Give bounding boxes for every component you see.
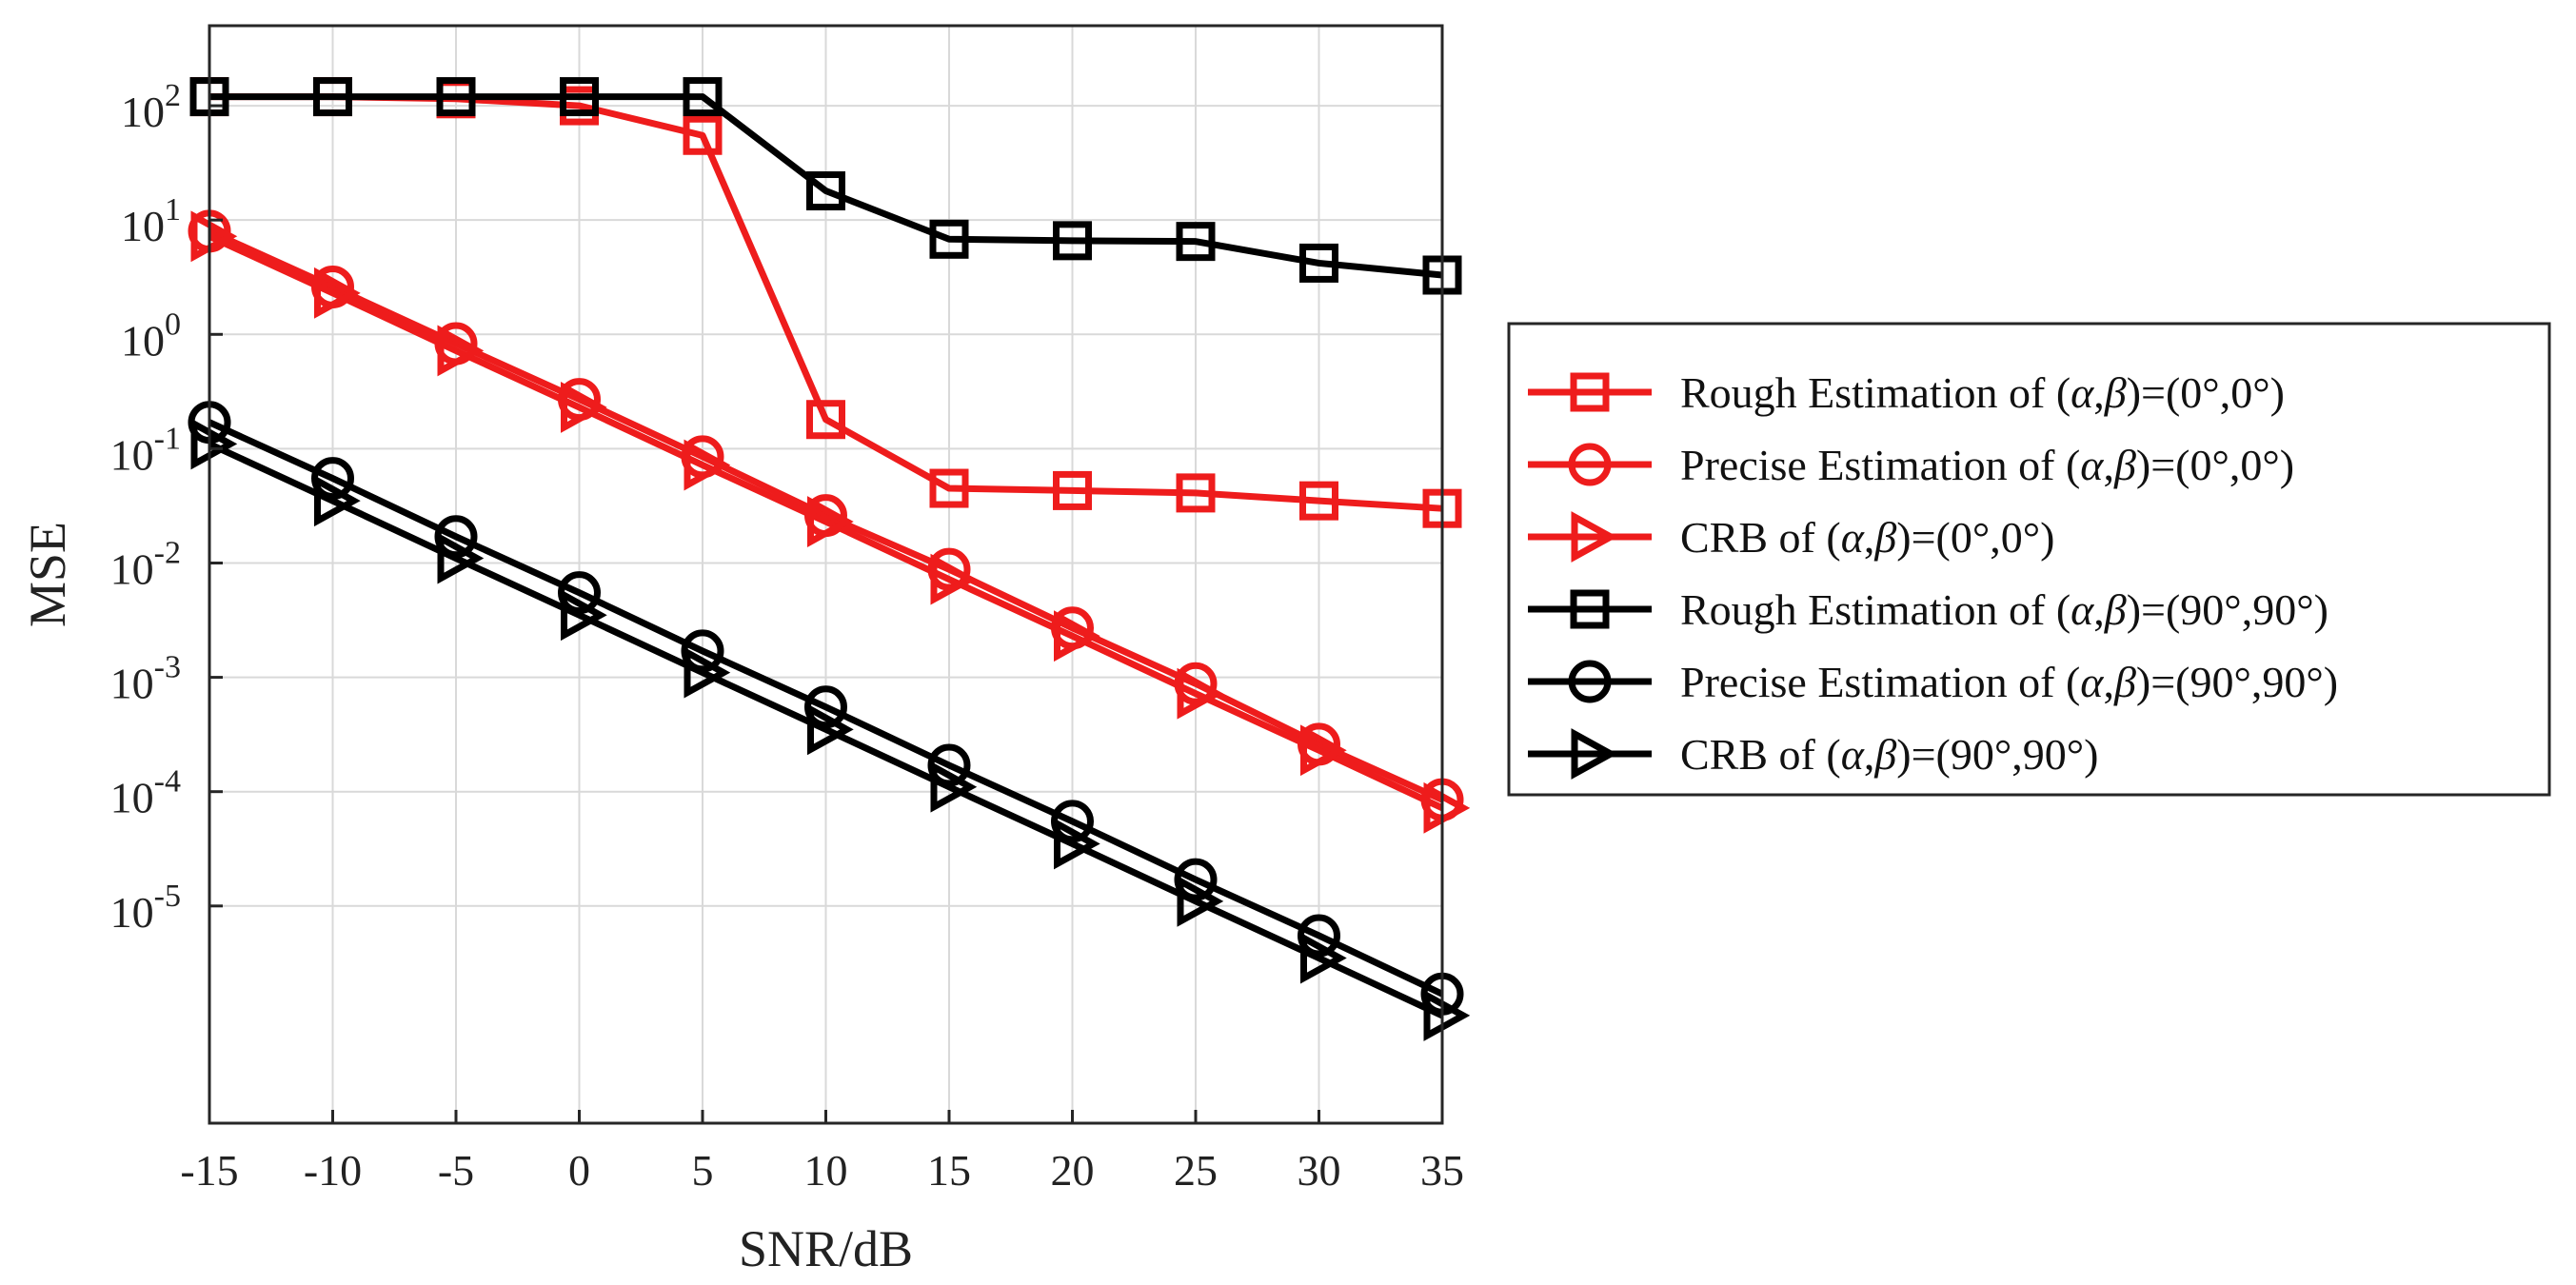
x-tick-label: 30: [1298, 1146, 1341, 1195]
data-point-marker: [1299, 243, 1338, 283]
data-point-marker: [1177, 875, 1224, 927]
legend-label: CRB of (α,β)=(0°,0°): [1680, 513, 2054, 562]
x-tick-label: -5: [438, 1146, 474, 1195]
data-point-marker: [929, 468, 969, 508]
legend: Rough Estimation of (α,β)=(0°,0°) Precise…: [1507, 322, 2551, 797]
series-3: [190, 210, 1471, 834]
data-point-marker: [1053, 221, 1092, 261]
legend-label: Rough Estimation of (α,β)=(90°,90°): [1680, 585, 2328, 634]
data-point-marker: [314, 475, 361, 527]
data-point-marker: [1423, 990, 1471, 1041]
data-point-marker: [806, 400, 845, 440]
series-line: [208, 419, 1444, 998]
series-line: [208, 227, 1444, 803]
data-point-marker: [1300, 932, 1347, 984]
x-tick-label: 10: [804, 1146, 848, 1195]
legend-item: CRB of (α,β)=(0°,0°): [1528, 511, 2054, 563]
data-point-marker: [1176, 473, 1216, 513]
legend-item: CRB of (α,β)=(90°,90°): [1528, 728, 2098, 780]
legend-item: Rough Estimation of (α,β)=(0°,0°): [1528, 368, 2285, 417]
data-point-marker: [560, 77, 599, 117]
x-tick-label: 15: [927, 1146, 971, 1195]
x-axis-label: SNR/dB: [739, 1220, 913, 1277]
legend-marker: [1568, 660, 1612, 703]
x-tick-label: -15: [180, 1146, 238, 1195]
data-point-marker: [807, 496, 854, 547]
legend-marker: [1571, 728, 1618, 780]
series-line: [209, 93, 1443, 279]
y-tick-label: 10-2: [110, 535, 181, 593]
data-point-marker: [1054, 818, 1100, 870]
data-point-marker: [313, 77, 352, 117]
y-tick-label: 10-5: [110, 879, 181, 937]
legend-item: Precise Estimation of (α,β)=(90°,90°): [1528, 658, 2338, 706]
data-point-marker: [1176, 222, 1216, 262]
x-tick-label: 25: [1174, 1146, 1218, 1195]
data-point-marker: [807, 703, 854, 756]
data-point-marker: [561, 589, 607, 642]
y-axis-ticks: 102 101 100 10-1 10-2 10-3 10-4 10-5: [110, 78, 223, 937]
data-point-marker: [684, 439, 731, 491]
data-point-marker: [1053, 470, 1092, 510]
x-tick-label: 0: [568, 1146, 590, 1195]
y-tick-label: 10-3: [110, 650, 181, 708]
data-point-marker: [437, 532, 485, 584]
legend-marker: [1570, 372, 1610, 412]
data-point-marker: [1423, 781, 1471, 834]
x-tick-label: -10: [304, 1146, 362, 1195]
y-tick-label: 100: [121, 306, 181, 365]
data-point-marker: [684, 646, 731, 699]
y-tick-label: 102: [121, 78, 181, 136]
legend-marker: [1568, 443, 1612, 486]
data-point-marker: [929, 219, 969, 259]
data-point-marker: [436, 77, 476, 117]
data-point-marker: [1299, 481, 1338, 521]
data-point-marker: [930, 553, 978, 605]
data-point-marker: [1300, 724, 1347, 777]
data-point-marker: [314, 267, 361, 319]
y-tick-label: 10-1: [110, 421, 181, 479]
legend-item: Precise Estimation of (α,β)=(0°,0°): [1528, 441, 2294, 489]
series-line: [208, 441, 1444, 1019]
series-6: [190, 418, 1471, 1041]
data-point-marker: [561, 382, 607, 433]
data-point-marker: [190, 210, 238, 263]
data-point-marker: [683, 115, 723, 155]
y-axis-label: MSE: [19, 522, 76, 627]
data-point-marker: [437, 325, 485, 377]
legend-box: [1507, 322, 2551, 797]
legend-item: Rough Estimation of (α,β)=(90°,90°): [1528, 585, 2328, 634]
data-point-marker: [683, 77, 723, 117]
x-tick-label: 5: [692, 1146, 714, 1195]
series-line: [208, 233, 1444, 812]
data-point-marker: [930, 761, 978, 813]
data-point-marker: [806, 171, 845, 211]
x-axis-ticks: -15 -10 -5 0 5 10 15 20 25 30 35: [180, 1110, 1464, 1195]
x-tick-label: 20: [1051, 1146, 1095, 1195]
plot-series: [188, 77, 1471, 1041]
legend-label: CRB of (α,β)=(90°,90°): [1680, 730, 2098, 779]
data-point-marker: [190, 418, 238, 470]
legend-label: Precise Estimation of (α,β)=(0°,0°): [1680, 441, 2294, 489]
legend-label: Precise Estimation of (α,β)=(90°,90°): [1680, 658, 2338, 706]
legend-label: Rough Estimation of (α,β)=(0°,0°): [1680, 368, 2285, 417]
y-tick-label: 101: [121, 192, 181, 250]
data-point-marker: [1054, 610, 1100, 662]
legend-marker: [1571, 511, 1618, 563]
data-point-marker: [1177, 667, 1224, 720]
y-tick-label: 10-4: [110, 764, 181, 822]
legend-marker: [1570, 589, 1610, 629]
x-tick-label: 35: [1420, 1146, 1464, 1195]
